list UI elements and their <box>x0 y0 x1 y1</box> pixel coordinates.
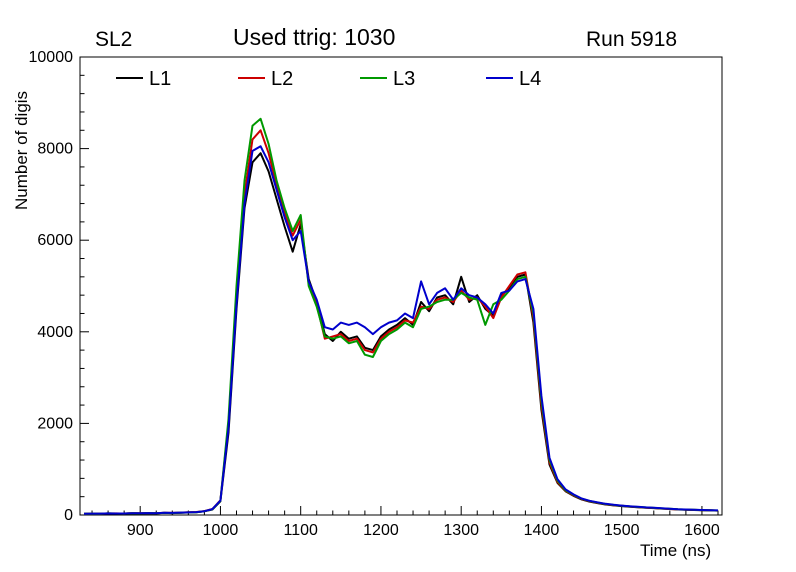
x-tick-label: 1600 <box>684 522 720 539</box>
x-tick-label: 1400 <box>524 522 560 539</box>
y-axis-title: Number of digis <box>12 90 31 210</box>
y-tick-label: 8000 <box>37 141 73 158</box>
y-tick-label: 0 <box>64 507 73 524</box>
x-axis-title: Time (ns) <box>640 541 712 560</box>
pad-title-left: SL2 <box>95 28 133 51</box>
x-tick-label: 1000 <box>203 522 239 539</box>
pad-title-center: Used ttrig: 1030 <box>233 24 396 50</box>
x-tick-label: 1300 <box>443 522 479 539</box>
y-tick-label: 4000 <box>37 324 73 341</box>
legend-label-L2: L2 <box>271 68 293 90</box>
plot-frame <box>79 56 723 516</box>
legend-label-L1: L1 <box>149 68 171 90</box>
pad-title-right: Run 5918 <box>586 28 678 51</box>
x-tick-label: 1100 <box>283 522 318 539</box>
series-line-L1 <box>83 152 719 515</box>
y-tick-label: 10000 <box>29 49 74 66</box>
legend-label-L4: L4 <box>519 68 541 90</box>
x-tick-label: 900 <box>127 522 154 539</box>
y-tick-label: 6000 <box>37 232 73 249</box>
x-tick-label: 1500 <box>604 522 640 539</box>
y-tick-label: 2000 <box>37 415 73 432</box>
legend-label-L3: L3 <box>393 68 415 90</box>
x-tick-label: 1200 <box>363 522 399 539</box>
series-line-L4 <box>83 145 719 515</box>
